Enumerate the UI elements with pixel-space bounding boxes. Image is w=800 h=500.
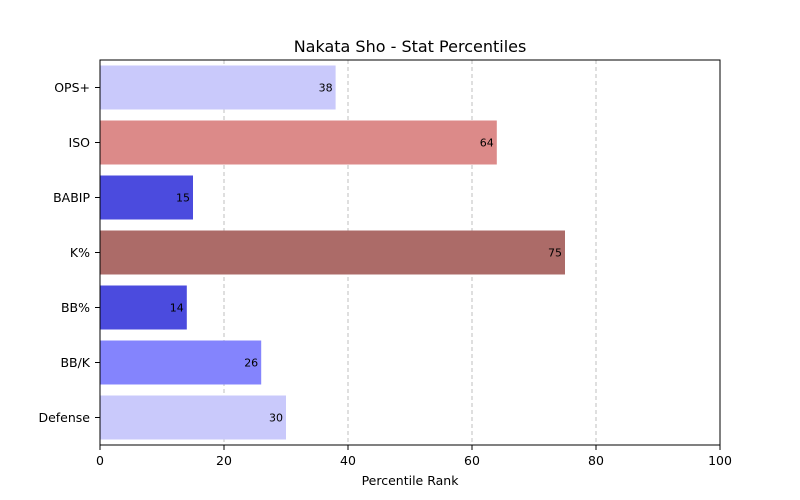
bars	[100, 65, 565, 440]
x-axis-label: Percentile Rank	[362, 473, 460, 488]
x-tick-label: 80	[588, 453, 604, 468]
bar-value-label: 30	[269, 412, 283, 425]
bar-value-label: 15	[176, 192, 190, 205]
y-tick-label: ISO	[69, 135, 91, 150]
x-tick-label: 60	[464, 453, 480, 468]
x-axis: 0 20 40 60 80 100	[96, 445, 732, 468]
y-tick-label: BB/K	[60, 355, 90, 370]
x-tick-label: 100	[708, 453, 732, 468]
chart-title: Nakata Sho - Stat Percentiles	[294, 37, 527, 56]
bar-value-label: 14	[170, 302, 184, 315]
bar	[100, 120, 497, 165]
y-axis: OPS+ ISO BABIP K% BB% BB/K Defense	[38, 80, 100, 425]
bar	[100, 395, 286, 440]
y-tick-label: BABIP	[53, 190, 90, 205]
x-tick-label: 0	[96, 453, 104, 468]
data-labels: 38 64 15 75 14 26 30	[170, 82, 562, 425]
y-tick-label: BB%	[61, 300, 90, 315]
bar	[100, 65, 336, 110]
bar-value-label: 38	[319, 82, 333, 95]
y-tick-label: Defense	[38, 410, 90, 425]
bar	[100, 175, 193, 220]
x-tick-label: 40	[340, 453, 356, 468]
bar	[100, 285, 187, 330]
y-tick-label: OPS+	[54, 80, 90, 95]
bar	[100, 230, 565, 275]
y-tick-label: K%	[70, 245, 90, 260]
bar-value-label: 26	[244, 357, 258, 370]
bar-value-label: 64	[480, 137, 494, 150]
x-tick-label: 20	[216, 453, 232, 468]
bar-value-label: 75	[548, 247, 562, 260]
bar	[100, 340, 262, 385]
